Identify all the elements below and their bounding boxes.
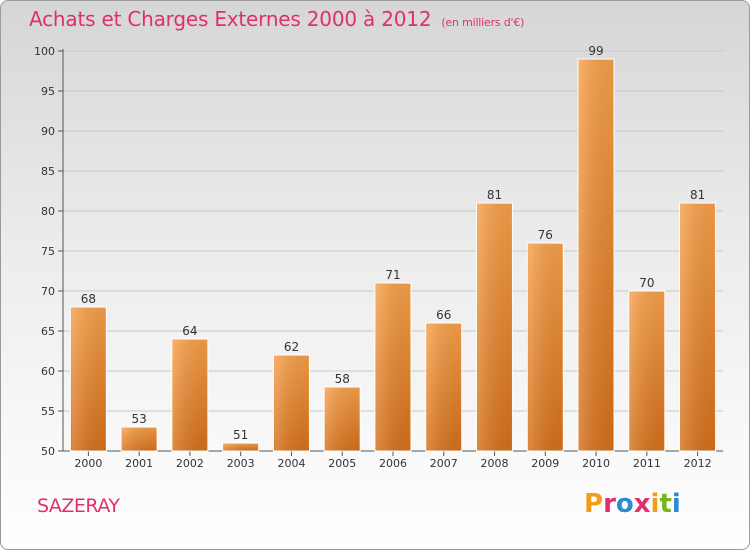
bar-shade-2001 xyxy=(122,428,157,451)
x-tick-label: 2006 xyxy=(379,457,407,470)
data-label: 70 xyxy=(639,276,654,290)
bar-shade-2003 xyxy=(223,444,258,451)
chart-subtitle: (en milliers d'€) xyxy=(441,16,525,29)
bar-shade-2000 xyxy=(71,308,106,451)
x-tick-label: 2005 xyxy=(328,457,356,470)
y-tick-label: 65 xyxy=(41,325,55,338)
bar-shade-2008 xyxy=(477,204,512,451)
x-tick-label: 2010 xyxy=(582,457,610,470)
data-label: 53 xyxy=(132,412,147,426)
bar-shade-2006 xyxy=(376,284,410,451)
x-tick-label: 2007 xyxy=(430,457,458,470)
chart-title-text: Achats et Charges Externes 2000 à 2012 xyxy=(29,7,432,31)
logo-letter: r xyxy=(603,489,616,519)
data-label: 58 xyxy=(335,372,350,386)
chart-title: Achats et Charges Externes 2000 à 2012 (e… xyxy=(29,7,524,31)
data-label: 68 xyxy=(81,292,96,306)
x-tick-label: 2003 xyxy=(227,457,255,470)
logo-letter: o xyxy=(615,489,634,519)
y-tick-label: 80 xyxy=(41,205,55,218)
y-tick-label: 50 xyxy=(41,445,55,458)
data-label: 71 xyxy=(385,268,400,282)
x-tick-label: 2009 xyxy=(531,457,559,470)
bar-shade-2004 xyxy=(274,356,309,451)
logo-letter: i xyxy=(650,489,660,519)
bar-shade-2011 xyxy=(629,292,664,451)
x-tick-label: 2001 xyxy=(125,457,153,470)
bar-shade-2009 xyxy=(528,244,563,451)
data-label: 81 xyxy=(487,188,502,202)
logo-letter: i xyxy=(671,489,681,519)
bars xyxy=(69,58,717,452)
logo-letter: x xyxy=(633,489,651,519)
logo-letter: t xyxy=(659,489,672,519)
x-tick-label: 2012 xyxy=(684,457,712,470)
bar-shade-2012 xyxy=(680,204,715,451)
bar-shade-2005 xyxy=(325,388,360,451)
y-tick-label: 70 xyxy=(41,285,55,298)
y-tick-label: 60 xyxy=(41,365,55,378)
x-tick-label: 2000 xyxy=(74,457,102,470)
data-label: 51 xyxy=(233,428,248,442)
bar-shade-2007 xyxy=(426,324,461,451)
x-tick-label: 2002 xyxy=(176,457,204,470)
y-tick-label: 90 xyxy=(41,125,55,138)
proxiti-logo: Proxiti xyxy=(584,489,681,519)
data-label: 64 xyxy=(182,324,197,338)
y-tick-label: 55 xyxy=(41,405,55,418)
data-label: 62 xyxy=(284,340,299,354)
data-label: 76 xyxy=(538,228,553,242)
bar-shade-2002 xyxy=(172,340,207,451)
data-labels: 68 53 64 51 62 58 71 66 81 76 99 70 81 xyxy=(81,44,706,442)
logo-letter: P xyxy=(584,489,604,519)
y-tick-label: 75 xyxy=(41,245,55,258)
bar-shade-2010 xyxy=(579,60,614,451)
data-label: 99 xyxy=(588,44,603,58)
x-tick-label: 2011 xyxy=(633,457,661,470)
x-tick-label: 2008 xyxy=(481,457,509,470)
commune-name: SAZERAY xyxy=(37,495,120,517)
y-tick-label: 100 xyxy=(34,45,55,58)
x-tick-label: 2004 xyxy=(277,457,305,470)
data-label: 66 xyxy=(436,308,451,322)
y-tick-label: 85 xyxy=(41,165,55,178)
data-label: 81 xyxy=(690,188,705,202)
y-tick-label: 95 xyxy=(41,85,55,98)
